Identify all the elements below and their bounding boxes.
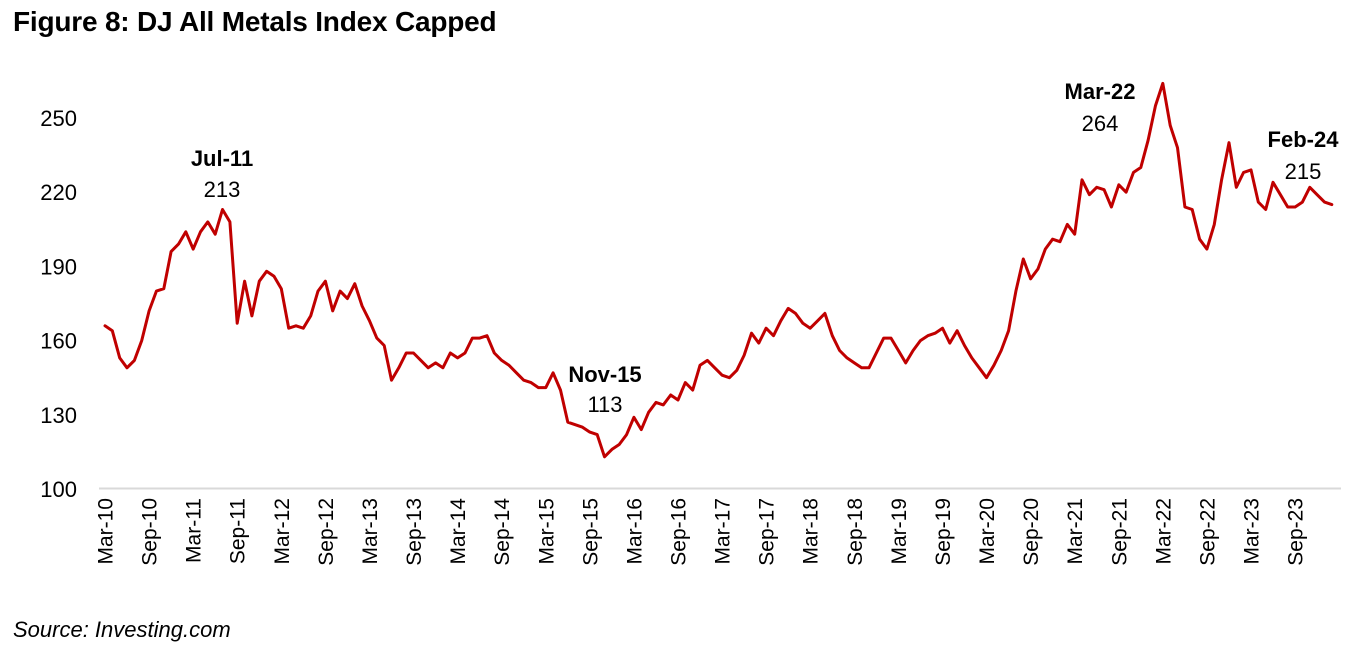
x-tick-label: Mar-22 bbox=[1152, 498, 1175, 565]
y-tick-label: 250 bbox=[40, 106, 77, 131]
x-tick-label: Sep-11 bbox=[227, 498, 250, 564]
annotation-value-label: 113 bbox=[587, 392, 622, 417]
x-tick-label: Mar-23 bbox=[1241, 498, 1264, 565]
y-tick-label: 190 bbox=[40, 254, 77, 279]
x-tick-label: Mar-21 bbox=[1064, 498, 1087, 565]
annotation-value-label: 213 bbox=[204, 177, 241, 202]
x-tick-label: Mar-11 bbox=[183, 498, 206, 563]
x-tick-label: Sep-15 bbox=[579, 498, 602, 566]
x-tick-label: Sep-10 bbox=[139, 498, 162, 566]
x-tick-label: Mar-15 bbox=[535, 498, 558, 565]
annotation-date-label: Mar-22 bbox=[1065, 79, 1136, 104]
x-tick-label: Sep-21 bbox=[1108, 498, 1131, 566]
x-tick-label: Sep-19 bbox=[932, 498, 955, 566]
y-tick-label: 160 bbox=[40, 329, 77, 354]
x-tick-label: Sep-16 bbox=[668, 498, 691, 566]
x-tick-label: Sep-13 bbox=[403, 498, 426, 566]
chart-title: Figure 8: DJ All Metals Index Capped bbox=[13, 6, 497, 37]
x-tick-label: Sep-18 bbox=[844, 498, 867, 566]
x-tick-label: Sep-23 bbox=[1285, 498, 1308, 566]
x-tick-label: Mar-10 bbox=[95, 498, 118, 565]
x-tick-label: Mar-14 bbox=[447, 498, 470, 565]
x-tick-label: Sep-20 bbox=[1020, 498, 1043, 566]
annotation-date-label: Nov-15 bbox=[568, 362, 641, 387]
x-tick-label: Mar-16 bbox=[623, 498, 646, 565]
x-tick-label: Mar-19 bbox=[888, 498, 911, 565]
x-tick-label: Mar-20 bbox=[976, 498, 999, 565]
y-tick-label: 130 bbox=[40, 403, 77, 428]
index-series-line bbox=[103, 81, 1334, 459]
x-tick-label: Mar-12 bbox=[271, 498, 294, 565]
x-tick-label: Sep-22 bbox=[1196, 498, 1219, 566]
x-tick-label: Sep-17 bbox=[756, 498, 779, 566]
annotation-date-label: Jul-11 bbox=[191, 146, 253, 171]
x-tick-label: Sep-12 bbox=[315, 498, 338, 566]
x-tick-label: Mar-13 bbox=[359, 498, 382, 565]
annotation-date-label: Feb-24 bbox=[1268, 127, 1340, 152]
source-credit: Source: Investing.com bbox=[13, 617, 231, 642]
annotation-value-label: 215 bbox=[1285, 159, 1322, 184]
annotation-value-label: 264 bbox=[1082, 111, 1119, 136]
x-tick-label: Mar-17 bbox=[712, 498, 735, 565]
x-tick-label: Sep-14 bbox=[491, 498, 514, 566]
y-tick-label: 220 bbox=[40, 180, 77, 205]
y-tick-label: 100 bbox=[40, 477, 77, 502]
x-tick-label: Mar-18 bbox=[800, 498, 823, 565]
